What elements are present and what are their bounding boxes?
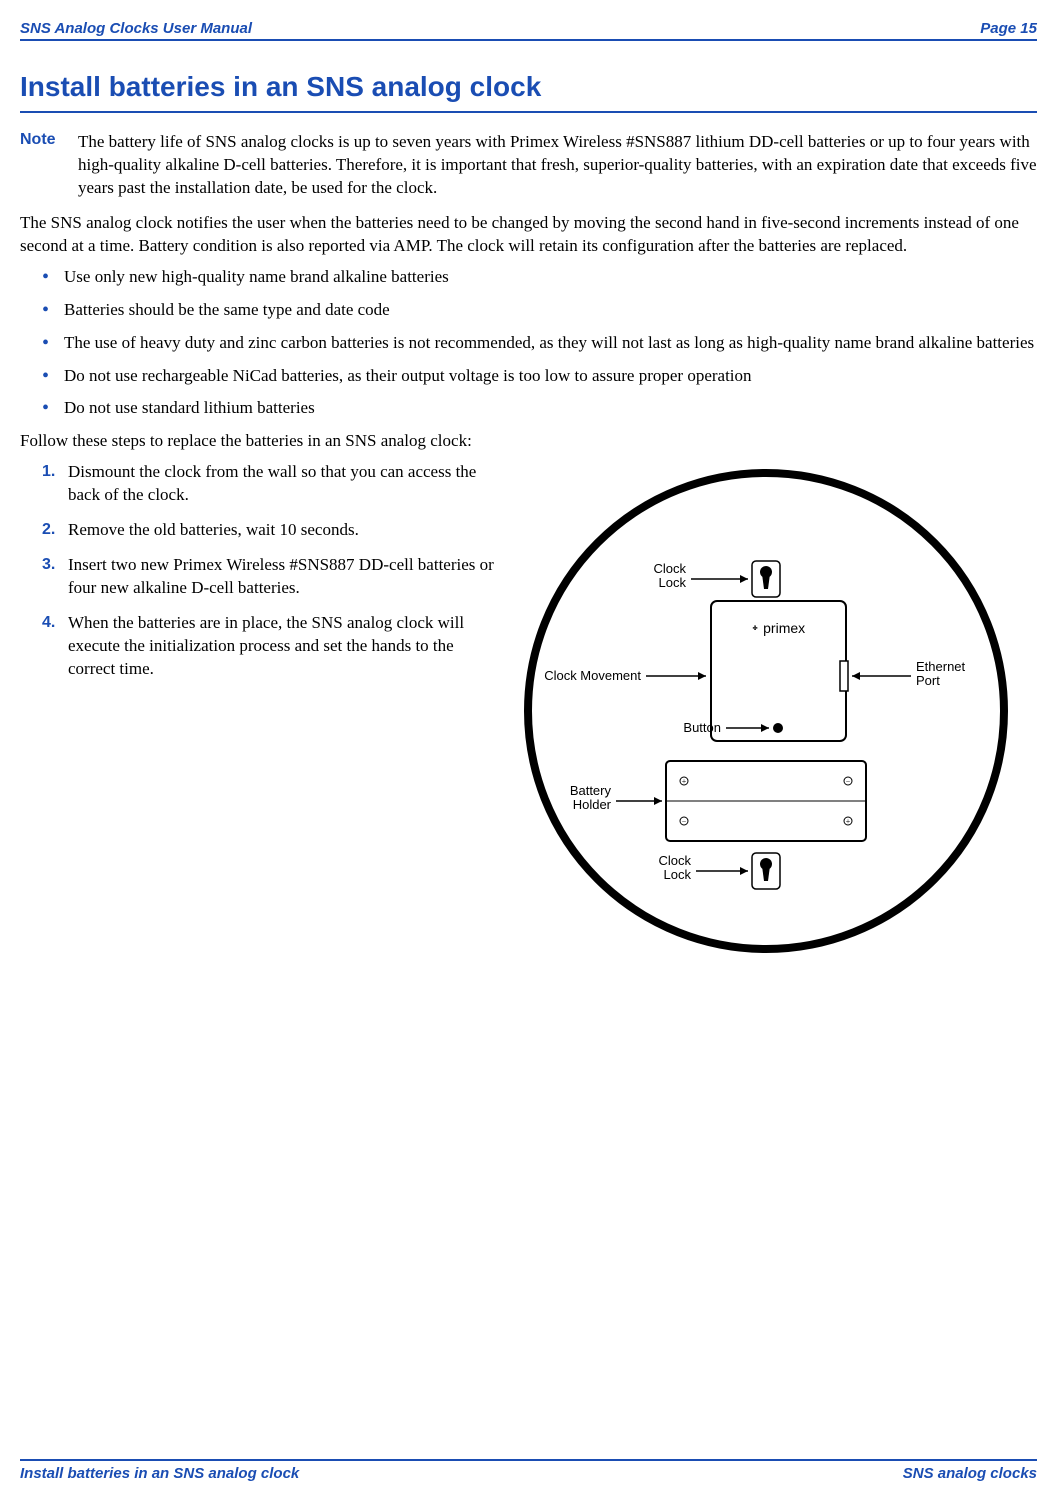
list-item: Remove the old batteries, wait 10 second…: [42, 519, 500, 542]
page-header: SNS Analog Clocks User Manual Page 15: [20, 20, 1037, 41]
header-manual-title: SNS Analog Clocks User Manual: [20, 20, 252, 37]
list-item: Insert two new Primex Wireless #SNS887 D…: [42, 554, 500, 600]
page-footer: Install batteries in an SNS analog clock…: [20, 1459, 1037, 1482]
note-label: Note: [20, 131, 64, 200]
clock-back-diagram: ᛭ primex + − − +: [516, 461, 1016, 961]
svg-text:+: +: [682, 777, 687, 786]
steps-intro: Follow these steps to replace the batter…: [20, 430, 1037, 453]
footer-chapter-title: SNS analog clocks: [903, 1465, 1037, 1482]
svg-text:+: +: [846, 817, 851, 826]
svg-text:−: −: [846, 777, 851, 786]
diagram-label: Button: [683, 720, 721, 735]
diagram-label: BatteryHolder: [570, 783, 612, 812]
list-item: When the batteries are in place, the SNS…: [42, 612, 500, 681]
steps-list: Dismount the clock from the wall so that…: [20, 461, 500, 693]
list-item: Use only new high-quality name brand alk…: [42, 266, 1037, 289]
diagram-label: ClockLock: [658, 853, 691, 882]
list-item: The use of heavy duty and zinc carbon ba…: [42, 332, 1037, 355]
svg-text:−: −: [682, 817, 687, 826]
svg-text:᛭ primex: ᛭ primex: [751, 620, 805, 636]
bullet-list: Use only new high-quality name brand alk…: [20, 266, 1037, 421]
list-item: Do not use rechargeable NiCad batteries,…: [42, 365, 1037, 388]
header-page-number: Page 15: [980, 20, 1037, 37]
note-body: The battery life of SNS analog clocks is…: [78, 131, 1037, 200]
diagram-label: ClockLock: [653, 561, 686, 590]
list-item: Batteries should be the same type and da…: [42, 299, 1037, 322]
list-item: Do not use standard lithium batteries: [42, 397, 1037, 420]
intro-paragraph: The SNS analog clock notifies the user w…: [20, 212, 1037, 258]
diagram-label: Clock Movement: [544, 668, 641, 683]
page-title: Install batteries in an SNS analog clock: [20, 71, 1037, 113]
footer-section-title: Install batteries in an SNS analog clock: [20, 1465, 299, 1482]
list-item: Dismount the clock from the wall so that…: [42, 461, 500, 507]
note-block: Note The battery life of SNS analog cloc…: [20, 131, 1037, 200]
